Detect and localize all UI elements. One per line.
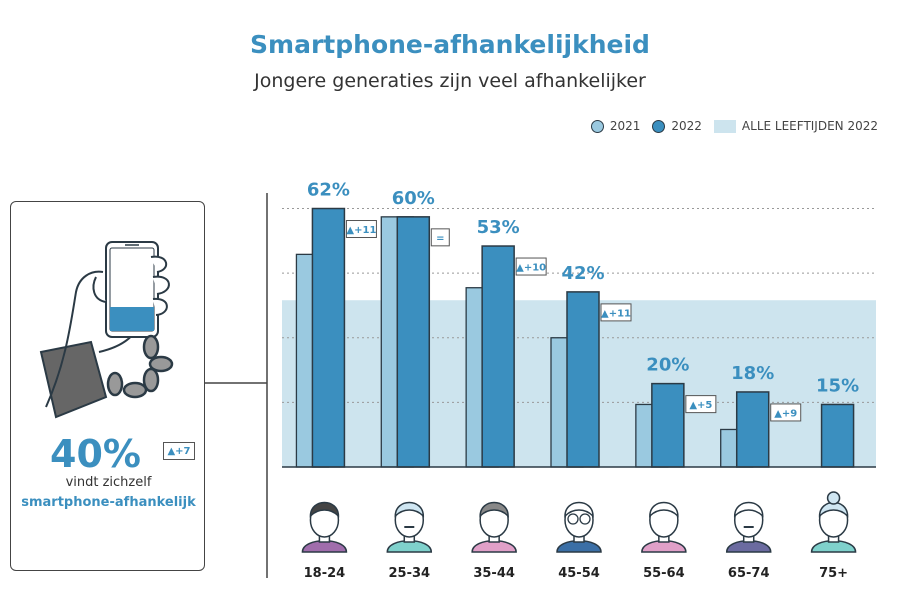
highlight-value: 40% bbox=[50, 432, 141, 476]
delta-label: = bbox=[436, 233, 444, 244]
bar-2022 bbox=[735, 391, 770, 468]
legend-item-all-ages: ALLE LEEFTIJDEN 2022 bbox=[713, 119, 878, 133]
category-label: 45-54 bbox=[558, 566, 600, 581]
bar-2022 bbox=[311, 207, 346, 468]
legend: 2021 2022 ALLE LEEFTIJDEN 2022 bbox=[579, 119, 878, 133]
category-label: 35-44 bbox=[473, 566, 515, 581]
person-hair bbox=[479, 501, 509, 518]
legend-swatch-2022 bbox=[652, 119, 666, 133]
category-label: 65-74 bbox=[728, 566, 770, 581]
legend-item-2022: 2022 bbox=[652, 119, 702, 133]
highlight-line1: vindt zichzelf bbox=[65, 475, 152, 490]
legend-item-2021: 2021 bbox=[590, 119, 641, 133]
delta-label: ▲+5 bbox=[689, 400, 712, 411]
young-man-icon bbox=[386, 501, 433, 553]
bar-2022 bbox=[820, 403, 855, 468]
category-label: 18-24 bbox=[304, 566, 346, 581]
delta-badge: ▲+11 bbox=[345, 220, 377, 239]
value-label: 60% bbox=[392, 188, 435, 209]
delta-badge-box bbox=[600, 303, 632, 322]
value-label: 53% bbox=[477, 217, 520, 238]
hand-phone-chain-icon bbox=[39, 241, 174, 419]
value-label: 62% bbox=[307, 180, 350, 201]
glasses-left bbox=[567, 513, 579, 525]
delta-badge: ▲+5 bbox=[685, 395, 717, 414]
value-label: 20% bbox=[646, 355, 689, 376]
woman-icon bbox=[471, 501, 517, 553]
person-hair bbox=[564, 501, 594, 518]
chart-subtitle: Jongere generaties zijn veel afhankelijk… bbox=[254, 70, 646, 92]
value-label: 42% bbox=[561, 263, 604, 284]
bar-2022 bbox=[566, 291, 600, 468]
highlight-delta-text: +7 bbox=[175, 445, 191, 457]
delta-badge-box bbox=[515, 257, 547, 276]
delta-badge-box bbox=[430, 228, 450, 247]
delta-label: ▲+9 bbox=[774, 408, 797, 419]
delta-badge-box bbox=[685, 395, 717, 414]
delta-badge: ▲+9 bbox=[770, 403, 802, 422]
delta-badge: = bbox=[430, 228, 450, 247]
person-hair bbox=[309, 501, 340, 518]
elderly-woman-icon bbox=[810, 491, 857, 553]
highlight-box: 40% ▲ +7 vindt zichzelf smartphone-afhank… bbox=[10, 201, 205, 571]
glasses-right bbox=[579, 513, 591, 525]
delta-badge-box bbox=[345, 220, 377, 239]
delta-label: ▲+11 bbox=[601, 308, 631, 319]
bar-2022 bbox=[481, 245, 515, 468]
glasses-man-icon bbox=[556, 501, 602, 553]
category-label: 55-64 bbox=[643, 566, 685, 581]
legend-swatch-all-ages bbox=[713, 119, 736, 133]
man-icon bbox=[641, 501, 687, 553]
delta-label: ▲+11 bbox=[346, 225, 376, 236]
legend-label-2021: 2021 bbox=[609, 119, 641, 133]
legend-label-2022: 2022 bbox=[671, 119, 702, 133]
young-woman-icon bbox=[301, 501, 348, 553]
person-hair bbox=[649, 501, 679, 518]
category-label: 75+ bbox=[819, 566, 848, 581]
bar-2022 bbox=[651, 382, 685, 468]
legend-label-all-ages: ALLE LEEFTIJDEN 2022 bbox=[741, 119, 878, 133]
category-label: 25-34 bbox=[388, 566, 430, 581]
legend-swatch-2021 bbox=[590, 119, 604, 133]
delta-badge: ▲+11 bbox=[600, 303, 632, 322]
delta-badge: ▲+10 bbox=[515, 257, 547, 276]
hair-bun bbox=[826, 491, 841, 505]
delta-label: ▲+10 bbox=[516, 263, 546, 274]
bar-2022 bbox=[396, 216, 431, 468]
person-hair bbox=[394, 501, 425, 518]
bald-man-icon bbox=[725, 501, 772, 553]
highlight-line2: smartphone-afhankelijk bbox=[21, 495, 196, 510]
chart-title: Smartphone-afhankelijkheid bbox=[250, 30, 650, 59]
highlight-delta: ▲ +7 bbox=[163, 442, 195, 460]
delta-badge-box bbox=[770, 403, 802, 422]
person-hair bbox=[818, 501, 849, 518]
value-label: 15% bbox=[816, 375, 859, 396]
person-hair bbox=[733, 501, 764, 518]
value-label: 18% bbox=[731, 363, 774, 384]
